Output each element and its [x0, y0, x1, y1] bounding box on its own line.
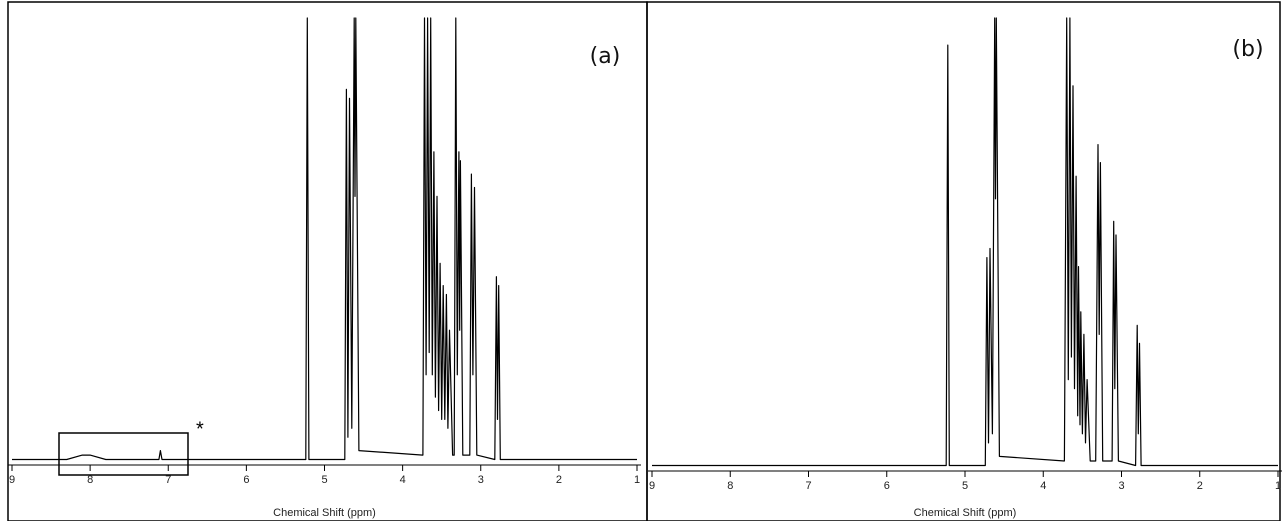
panel-frame	[646, 1, 1281, 522]
x-tick-label: 5	[321, 474, 327, 486]
x-tick-label: 2	[556, 474, 562, 486]
annotation: *	[196, 418, 204, 440]
x-tick-label: 5	[962, 480, 968, 492]
x-axis-label: Chemical Shift (ppm)	[273, 507, 376, 519]
spectrum-line	[12, 17, 637, 461]
x-axis-label: Chemical Shift (ppm)	[914, 507, 1017, 519]
x-tick-label: 6	[884, 480, 890, 492]
x-tick-label: 1	[634, 474, 640, 486]
x-tick-label: 7	[165, 474, 171, 486]
x-tick-label: 1	[1275, 480, 1281, 492]
x-tick-label: 7	[805, 480, 811, 492]
x-tick-label: 3	[478, 474, 484, 486]
panel-label: (b)	[1232, 37, 1263, 62]
panel-frame	[7, 1, 648, 522]
x-tick-label: 4	[400, 474, 406, 486]
panel-label: (a)	[590, 44, 621, 69]
highlight-box	[58, 432, 189, 476]
x-tick-label: 8	[87, 474, 93, 486]
x-tick-label: 8	[727, 480, 733, 492]
spectrum-line	[652, 17, 1278, 467]
x-tick-label: 3	[1118, 480, 1124, 492]
x-tick-label: 2	[1197, 480, 1203, 492]
x-tick-label: 9	[649, 480, 655, 492]
x-tick-label: 9	[9, 474, 15, 486]
x-tick-label: 4	[1040, 480, 1046, 492]
x-tick-label: 6	[243, 474, 249, 486]
